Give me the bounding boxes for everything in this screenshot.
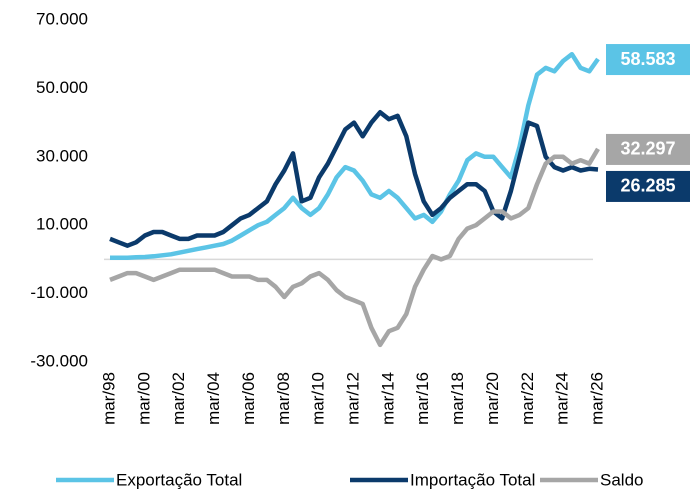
y-tick-label: -30.000 bbox=[30, 351, 88, 370]
series-line bbox=[109, 110, 599, 248]
legend-label: Importação Total bbox=[410, 470, 535, 489]
value-label-box bbox=[606, 133, 690, 165]
x-tick-label: mar/24 bbox=[553, 372, 572, 425]
series-line bbox=[109, 147, 600, 348]
x-tick-label: mar/14 bbox=[378, 372, 397, 425]
x-tick-label: mar/20 bbox=[483, 372, 502, 425]
x-tick-label: mar/02 bbox=[169, 372, 188, 425]
value-label: 26.285 bbox=[620, 176, 675, 196]
x-tick-label: mar/16 bbox=[413, 372, 432, 425]
x-tick-label: mar/00 bbox=[134, 372, 153, 425]
x-tick-label: mar/26 bbox=[587, 372, 606, 425]
value-label-box bbox=[606, 44, 690, 76]
value-label: 58.583 bbox=[620, 49, 675, 69]
x-tick-label: mar/10 bbox=[309, 372, 328, 425]
legend-item: Exportação Total bbox=[56, 470, 242, 489]
legend-item: Importação Total bbox=[350, 470, 535, 489]
legend-item: Saldo bbox=[540, 470, 643, 489]
legend-label: Exportação Total bbox=[116, 470, 242, 489]
legend-label: Saldo bbox=[600, 470, 643, 489]
y-tick-label: -10.000 bbox=[30, 283, 88, 302]
x-tick-label: mar/04 bbox=[204, 372, 223, 425]
y-tick-label: 10.000 bbox=[36, 215, 88, 234]
x-tick-label: mar/98 bbox=[99, 372, 118, 425]
series-line bbox=[110, 51, 600, 260]
x-tick-label: mar/22 bbox=[518, 372, 537, 425]
x-tick-label: mar/08 bbox=[274, 372, 293, 425]
y-tick-label: 70.000 bbox=[36, 9, 88, 28]
x-tick-label: mar/06 bbox=[239, 372, 258, 425]
x-tick-label: mar/18 bbox=[448, 372, 467, 425]
y-tick-label: 30.000 bbox=[36, 146, 88, 165]
value-label: 32.297 bbox=[620, 139, 675, 159]
y-tick-label: 50.000 bbox=[36, 78, 88, 97]
value-label-box bbox=[606, 170, 690, 202]
x-tick-label: mar/12 bbox=[343, 372, 362, 425]
